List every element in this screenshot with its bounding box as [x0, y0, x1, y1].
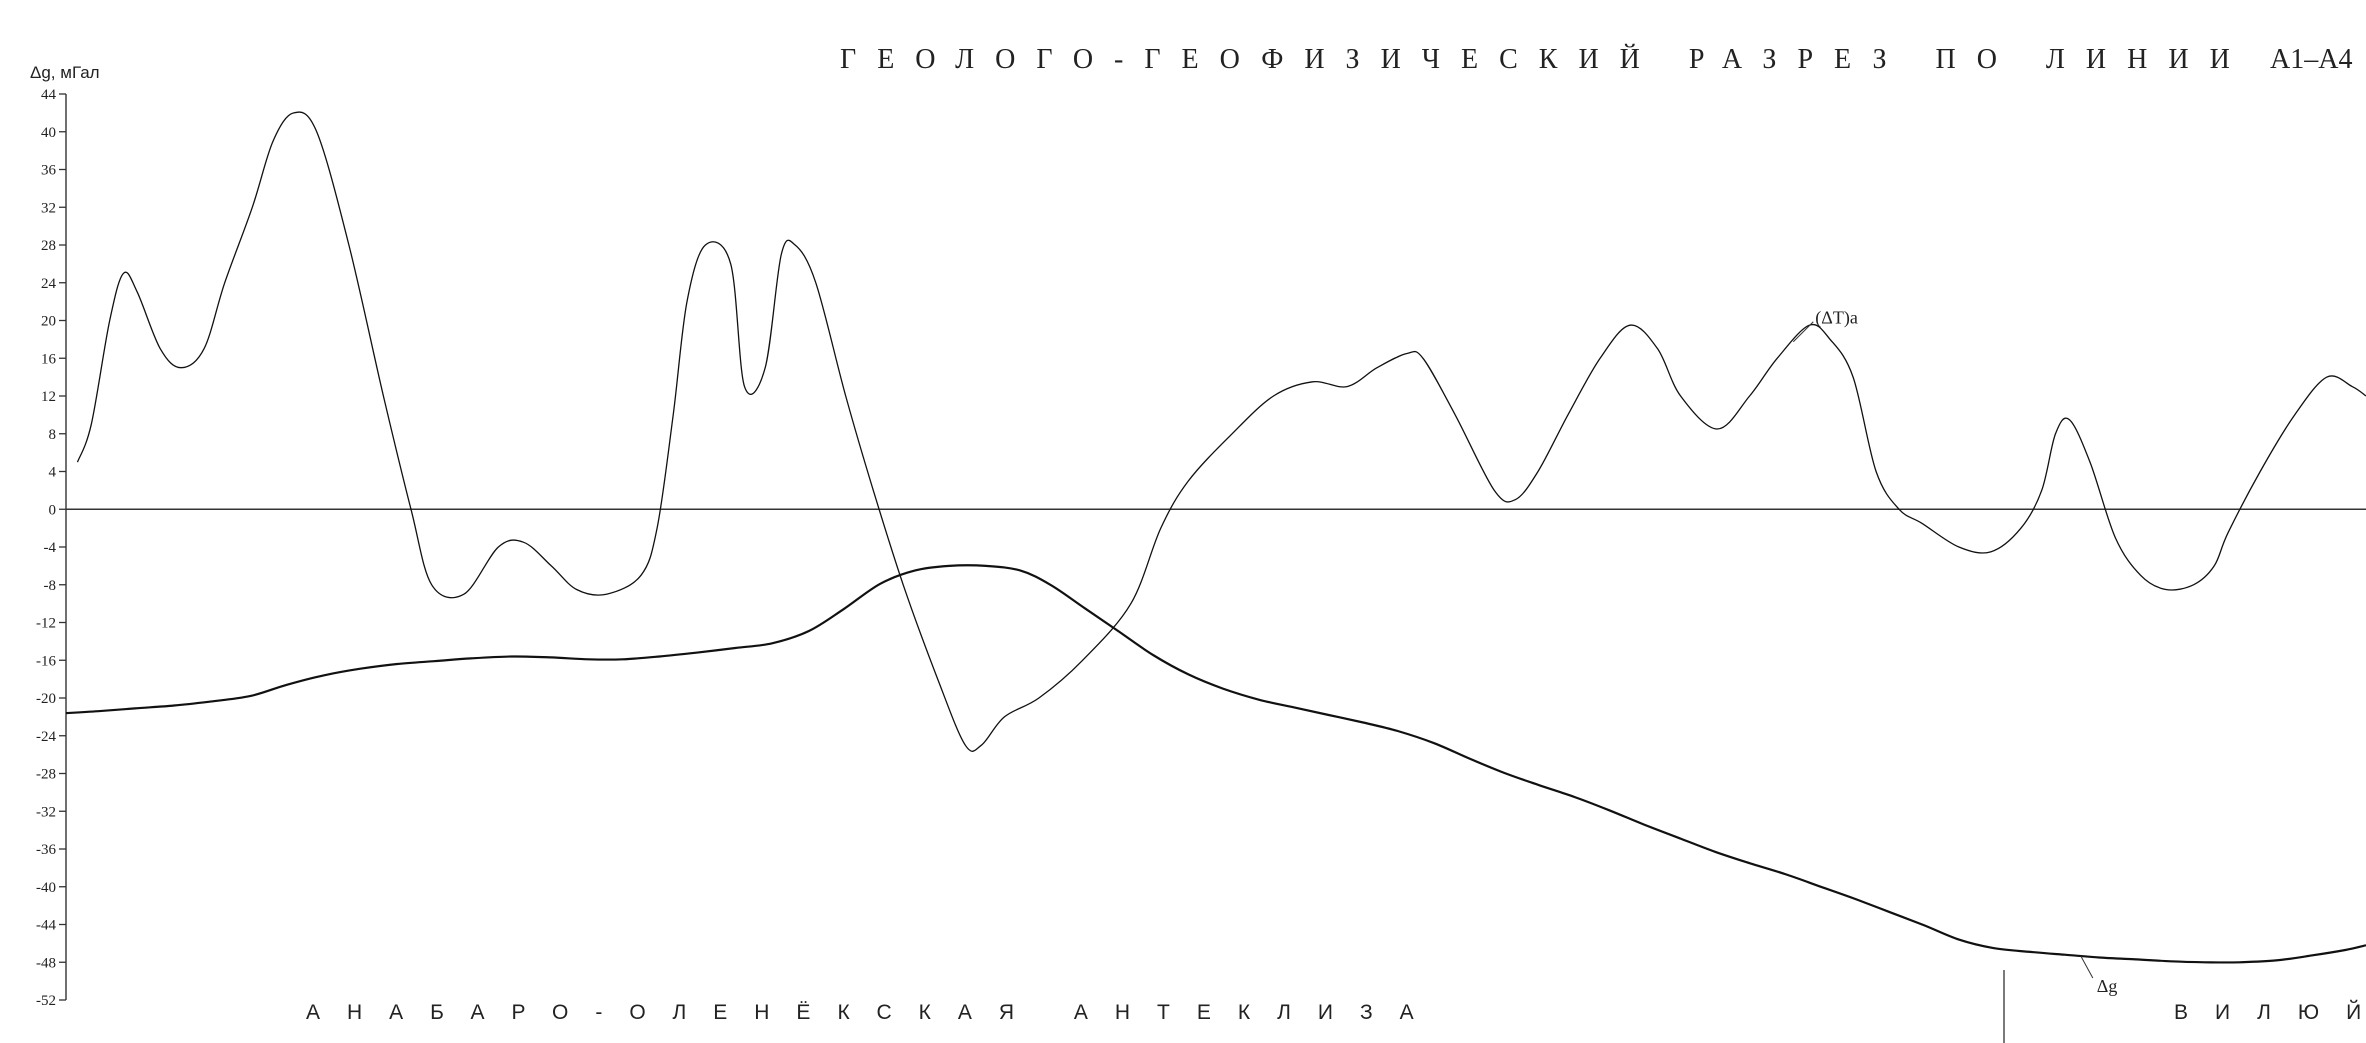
y-tick-label: 32 [41, 200, 56, 216]
y-tick-label: -36 [36, 842, 56, 858]
y-tick-label: -12 [36, 616, 56, 632]
y-tick-label: -48 [36, 955, 56, 971]
y-tick-label: -52 [36, 993, 56, 1009]
chart-title: ГЕОЛОГО-ГЕОФИЗИЧЕСКИЙ РАЗРЕЗ ПО ЛИНИИ [840, 44, 2251, 75]
y-tick-label: 44 [41, 87, 57, 103]
y-tick-label: -8 [44, 578, 57, 594]
y-tick-label: -32 [36, 804, 56, 820]
y-tick-label: -16 [36, 653, 56, 669]
series-line-magnetic [76, 111, 2366, 752]
y-tick-label: 28 [41, 238, 56, 254]
y-tick-label: -40 [36, 880, 56, 896]
series-label: (ΔT)a [1815, 308, 1858, 329]
y-tick-label: -44 [36, 918, 56, 934]
y-tick-label: 20 [41, 314, 56, 330]
chart-title-line-id: А1–А4 [2270, 44, 2352, 75]
series-line-gravity [65, 564, 2366, 964]
y-tick-label: -20 [36, 691, 56, 707]
y-tick-label: 40 [41, 125, 56, 141]
y-tick-label: 16 [41, 351, 57, 367]
y-tick-label: -4 [44, 540, 57, 556]
series-label: Δg [2097, 976, 2118, 996]
y-tick-label: 36 [41, 163, 57, 179]
y-axis-label: Δg, мГал [30, 63, 100, 82]
series-group [65, 111, 2366, 964]
region-label-antecliza: АНАБАРО-ОЛЕНЁКСКАЯ АНТЕКЛИЗА [306, 1001, 1441, 1024]
y-tick-label: -28 [36, 767, 56, 783]
series-labels: (ΔT)a Δg [1792, 308, 2118, 996]
y-tick-label: 8 [49, 427, 57, 443]
series-label-leader [1792, 321, 1814, 343]
y-tick-label: -24 [36, 729, 56, 745]
y-tick-label: 4 [49, 465, 57, 481]
y-tick-label: 24 [41, 276, 57, 292]
region-label-viluy: ВИЛЮЙ [2174, 1000, 2366, 1024]
series-label-leader [2080, 955, 2094, 979]
y-axis: 444036322824201612840-4-8-12-16-20-24-28… [36, 87, 67, 1009]
y-tick-label: 0 [49, 502, 57, 518]
y-tick-label: 12 [41, 389, 56, 405]
